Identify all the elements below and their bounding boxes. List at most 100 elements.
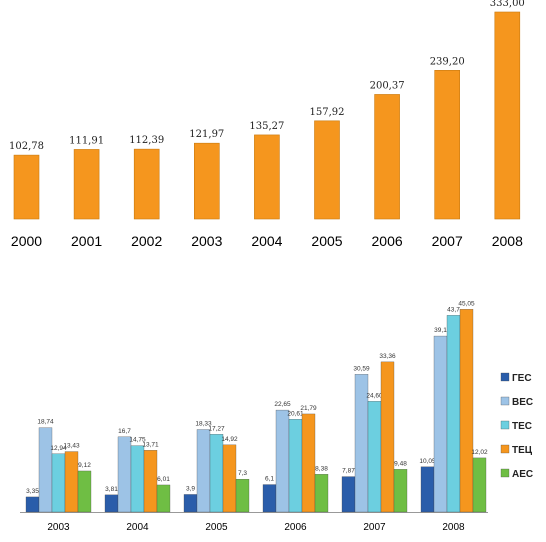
bar-2007-ТЕС (367, 401, 382, 513)
value-label-2005-АЕС: 7,3 (238, 470, 247, 477)
x-tick-2002: 2002 (131, 233, 162, 249)
bar-2008-ТЕЦ (459, 309, 474, 513)
bar-2005-ГЕС (183, 494, 198, 513)
value-label-2008-ВЕС: 39,1 (434, 327, 447, 334)
legend-label-ТЕЦ: ТЕЦ (512, 445, 533, 456)
value-label-2003-ВЕС: 18,74 (37, 419, 54, 426)
value-label-2004-ВЕС: 16,7 (118, 428, 131, 435)
value-label-2005-ТЕЦ: 14,92 (221, 436, 238, 443)
value-label-2004-ТЕЦ: 13,71 (142, 441, 159, 448)
bar-2001 (73, 149, 100, 220)
value-label-2008-ГЕС: 10,05 (419, 458, 436, 465)
value-label-2005-ГЕС: 3,9 (186, 485, 195, 492)
x-tick-2004: 2004 (126, 522, 149, 533)
bar-2004-ВЕС (117, 436, 132, 513)
bar-2005-ВЕС (196, 429, 211, 513)
value-label-2008-ТЕС: 43,7 (447, 306, 460, 313)
x-tick-2007: 2007 (432, 233, 463, 249)
value-label-2007-АЕС: 9,48 (394, 460, 407, 467)
bar-2008-АЕС (472, 457, 487, 513)
bar-2008-ВЕС (433, 335, 448, 513)
legend-label-ВЕС: ВЕС (512, 397, 533, 408)
bar-2005-ТЕЦ (222, 444, 237, 513)
value-label-2005-ВЕС: 18,33 (195, 421, 212, 428)
bar-2008-ТЕС (446, 315, 461, 513)
value-label-2003-ГЕС: 3,35 (26, 488, 39, 495)
value-label-2008-АЕС: 12,02 (471, 449, 488, 456)
bar-2000 (13, 154, 40, 220)
legend-label-ТЕС: ТЕС (512, 421, 532, 432)
bar-2006 (374, 94, 400, 220)
bar-2004-ТЕС (130, 445, 145, 513)
bar-2004-АЕС (156, 484, 171, 513)
value-label-2003-ТЕЦ: 13,43 (63, 443, 80, 450)
legend-swatch-ГЕС (500, 372, 510, 382)
bar-2003-АЕС (77, 470, 92, 513)
x-tick-2006: 2006 (284, 522, 307, 533)
value-label-2006-ТЕС: 20,61 (287, 410, 304, 417)
legend-swatch-ВЕС (500, 396, 510, 406)
value-label-2004-АЕС: 6,01 (157, 476, 170, 483)
x-tick-2000: 2000 (11, 233, 42, 249)
value-label-2003-АЕС: 9,12 (78, 462, 91, 469)
bar-2005 (314, 120, 340, 220)
bar-2002 (133, 148, 160, 220)
bar-2006-ВЕС (275, 409, 290, 513)
value-label-2005: 157,92 (310, 107, 345, 118)
x-tick-2005: 2005 (205, 522, 228, 533)
bar-2003 (194, 142, 220, 220)
legend-label-ГЕС: ГЕС (512, 373, 532, 384)
value-label-2007-ГЕС: 7,87 (342, 468, 355, 475)
value-label-2007-ВЕС: 30,59 (353, 365, 370, 372)
bar-2003-ВЕС (38, 427, 53, 513)
x-tick-2003: 2003 (191, 233, 222, 249)
value-label-2007-ТЕЦ: 33,36 (379, 353, 396, 360)
bar-2003-ТЕЦ (64, 451, 79, 513)
value-label-2003: 121,97 (189, 129, 224, 140)
value-label-2007: 239,20 (430, 56, 465, 67)
x-tick-2003: 2003 (47, 522, 70, 533)
bar-2003-ТЕС (51, 453, 66, 513)
value-label-2006-ВЕС: 22,65 (274, 401, 291, 408)
bar-2004-ТЕЦ (143, 450, 158, 513)
bar-2004-ГЕС (104, 494, 119, 513)
x-tick-2008: 2008 (492, 233, 523, 249)
value-label-2008: 333,00 (490, 0, 525, 9)
value-label-2006-АЕС: 8,38 (315, 465, 328, 472)
x-tick-2004: 2004 (251, 233, 282, 249)
x-tick-2007: 2007 (363, 522, 386, 533)
value-label-2006: 200,37 (370, 80, 405, 91)
bar-2007 (434, 70, 461, 220)
value-label-2008-ТЕЦ: 45,05 (458, 300, 475, 307)
value-label-2004: 135,27 (249, 121, 284, 132)
legend-swatch-АЕС (500, 468, 510, 478)
bar-2007-ТЕЦ (380, 361, 395, 513)
bar-2005-АЕС (235, 478, 250, 513)
x-tick-2005: 2005 (311, 233, 342, 249)
x-tick-2008: 2008 (442, 522, 465, 533)
bar-2008 (494, 11, 521, 220)
value-label-2006-ТЕЦ: 21,79 (300, 405, 317, 412)
bar-2006-ТЕС (288, 419, 303, 513)
x-tick-2006: 2006 (372, 233, 403, 249)
legend-swatch-ТЕЦ (500, 444, 510, 454)
bar-2006-ГЕС (262, 484, 277, 513)
bar-2007-ГЕС (341, 476, 356, 513)
value-label-2000: 102,78 (9, 141, 44, 152)
bar-2007-АЕС (393, 469, 408, 513)
value-label-2007-ТЕС: 24,60 (366, 392, 383, 399)
legend-label-АЕС: АЕС (512, 469, 533, 480)
x-tick-2001: 2001 (71, 233, 102, 249)
bar-2005-ТЕС (209, 434, 224, 513)
bar-2008-ГЕС (420, 466, 435, 513)
value-label-2001: 111,91 (69, 135, 104, 146)
value-label-2005-ТЕС: 17,27 (208, 425, 225, 432)
value-label-2004-ГЕС: 3,81 (105, 486, 118, 493)
bar-2006-ТЕЦ (301, 413, 316, 513)
value-label-2002: 112,39 (129, 135, 164, 146)
bar-2003-ГЕС (25, 496, 40, 513)
value-label-2004-ТЕС: 14,75 (129, 437, 146, 444)
value-label-2006-ГЕС: 6,1 (265, 476, 274, 483)
bar-2004 (254, 134, 280, 220)
bar-2006-АЕС (314, 474, 329, 513)
